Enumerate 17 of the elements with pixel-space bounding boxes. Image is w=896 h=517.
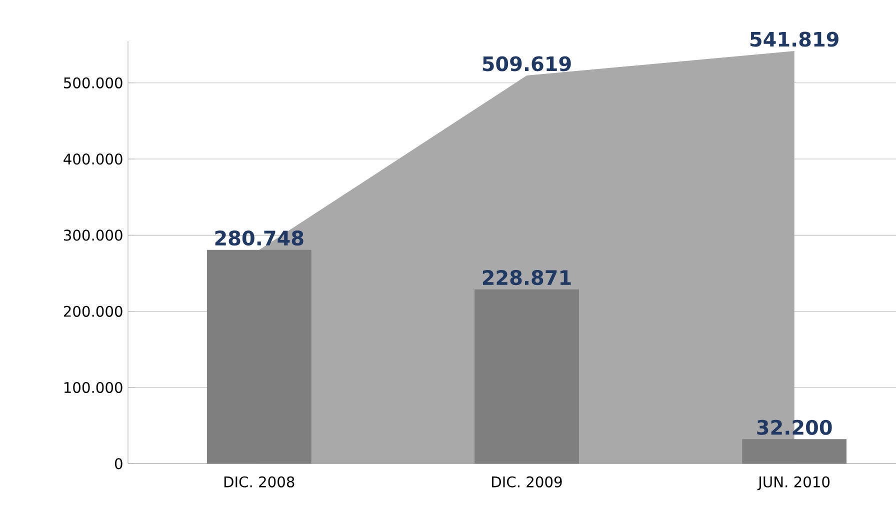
bar bbox=[474, 289, 579, 464]
y-tick-label: 100.000 bbox=[64, 382, 122, 394]
y-tick-label: 300.000 bbox=[64, 230, 122, 241]
data-label: 280.748 bbox=[215, 230, 304, 246]
y-tick-label: 400.000 bbox=[64, 154, 122, 165]
bar bbox=[206, 250, 312, 464]
data-label: 228.871 bbox=[482, 270, 571, 286]
y-tick-label: 200.000 bbox=[64, 306, 122, 317]
data-label: 509.619 bbox=[482, 56, 571, 72]
bar bbox=[742, 439, 847, 464]
y-tick-label: 500.000 bbox=[64, 77, 122, 88]
x-tick-label: JUN. 2010 bbox=[757, 476, 830, 490]
y-tick-label: 0 bbox=[114, 458, 122, 470]
data-label: 541.819 bbox=[750, 32, 838, 47]
x-tick-label: DIC. 2008 bbox=[224, 476, 294, 488]
x-tick-label: DIC. 2009 bbox=[492, 476, 562, 488]
data-label: 32.200 bbox=[757, 420, 832, 435]
